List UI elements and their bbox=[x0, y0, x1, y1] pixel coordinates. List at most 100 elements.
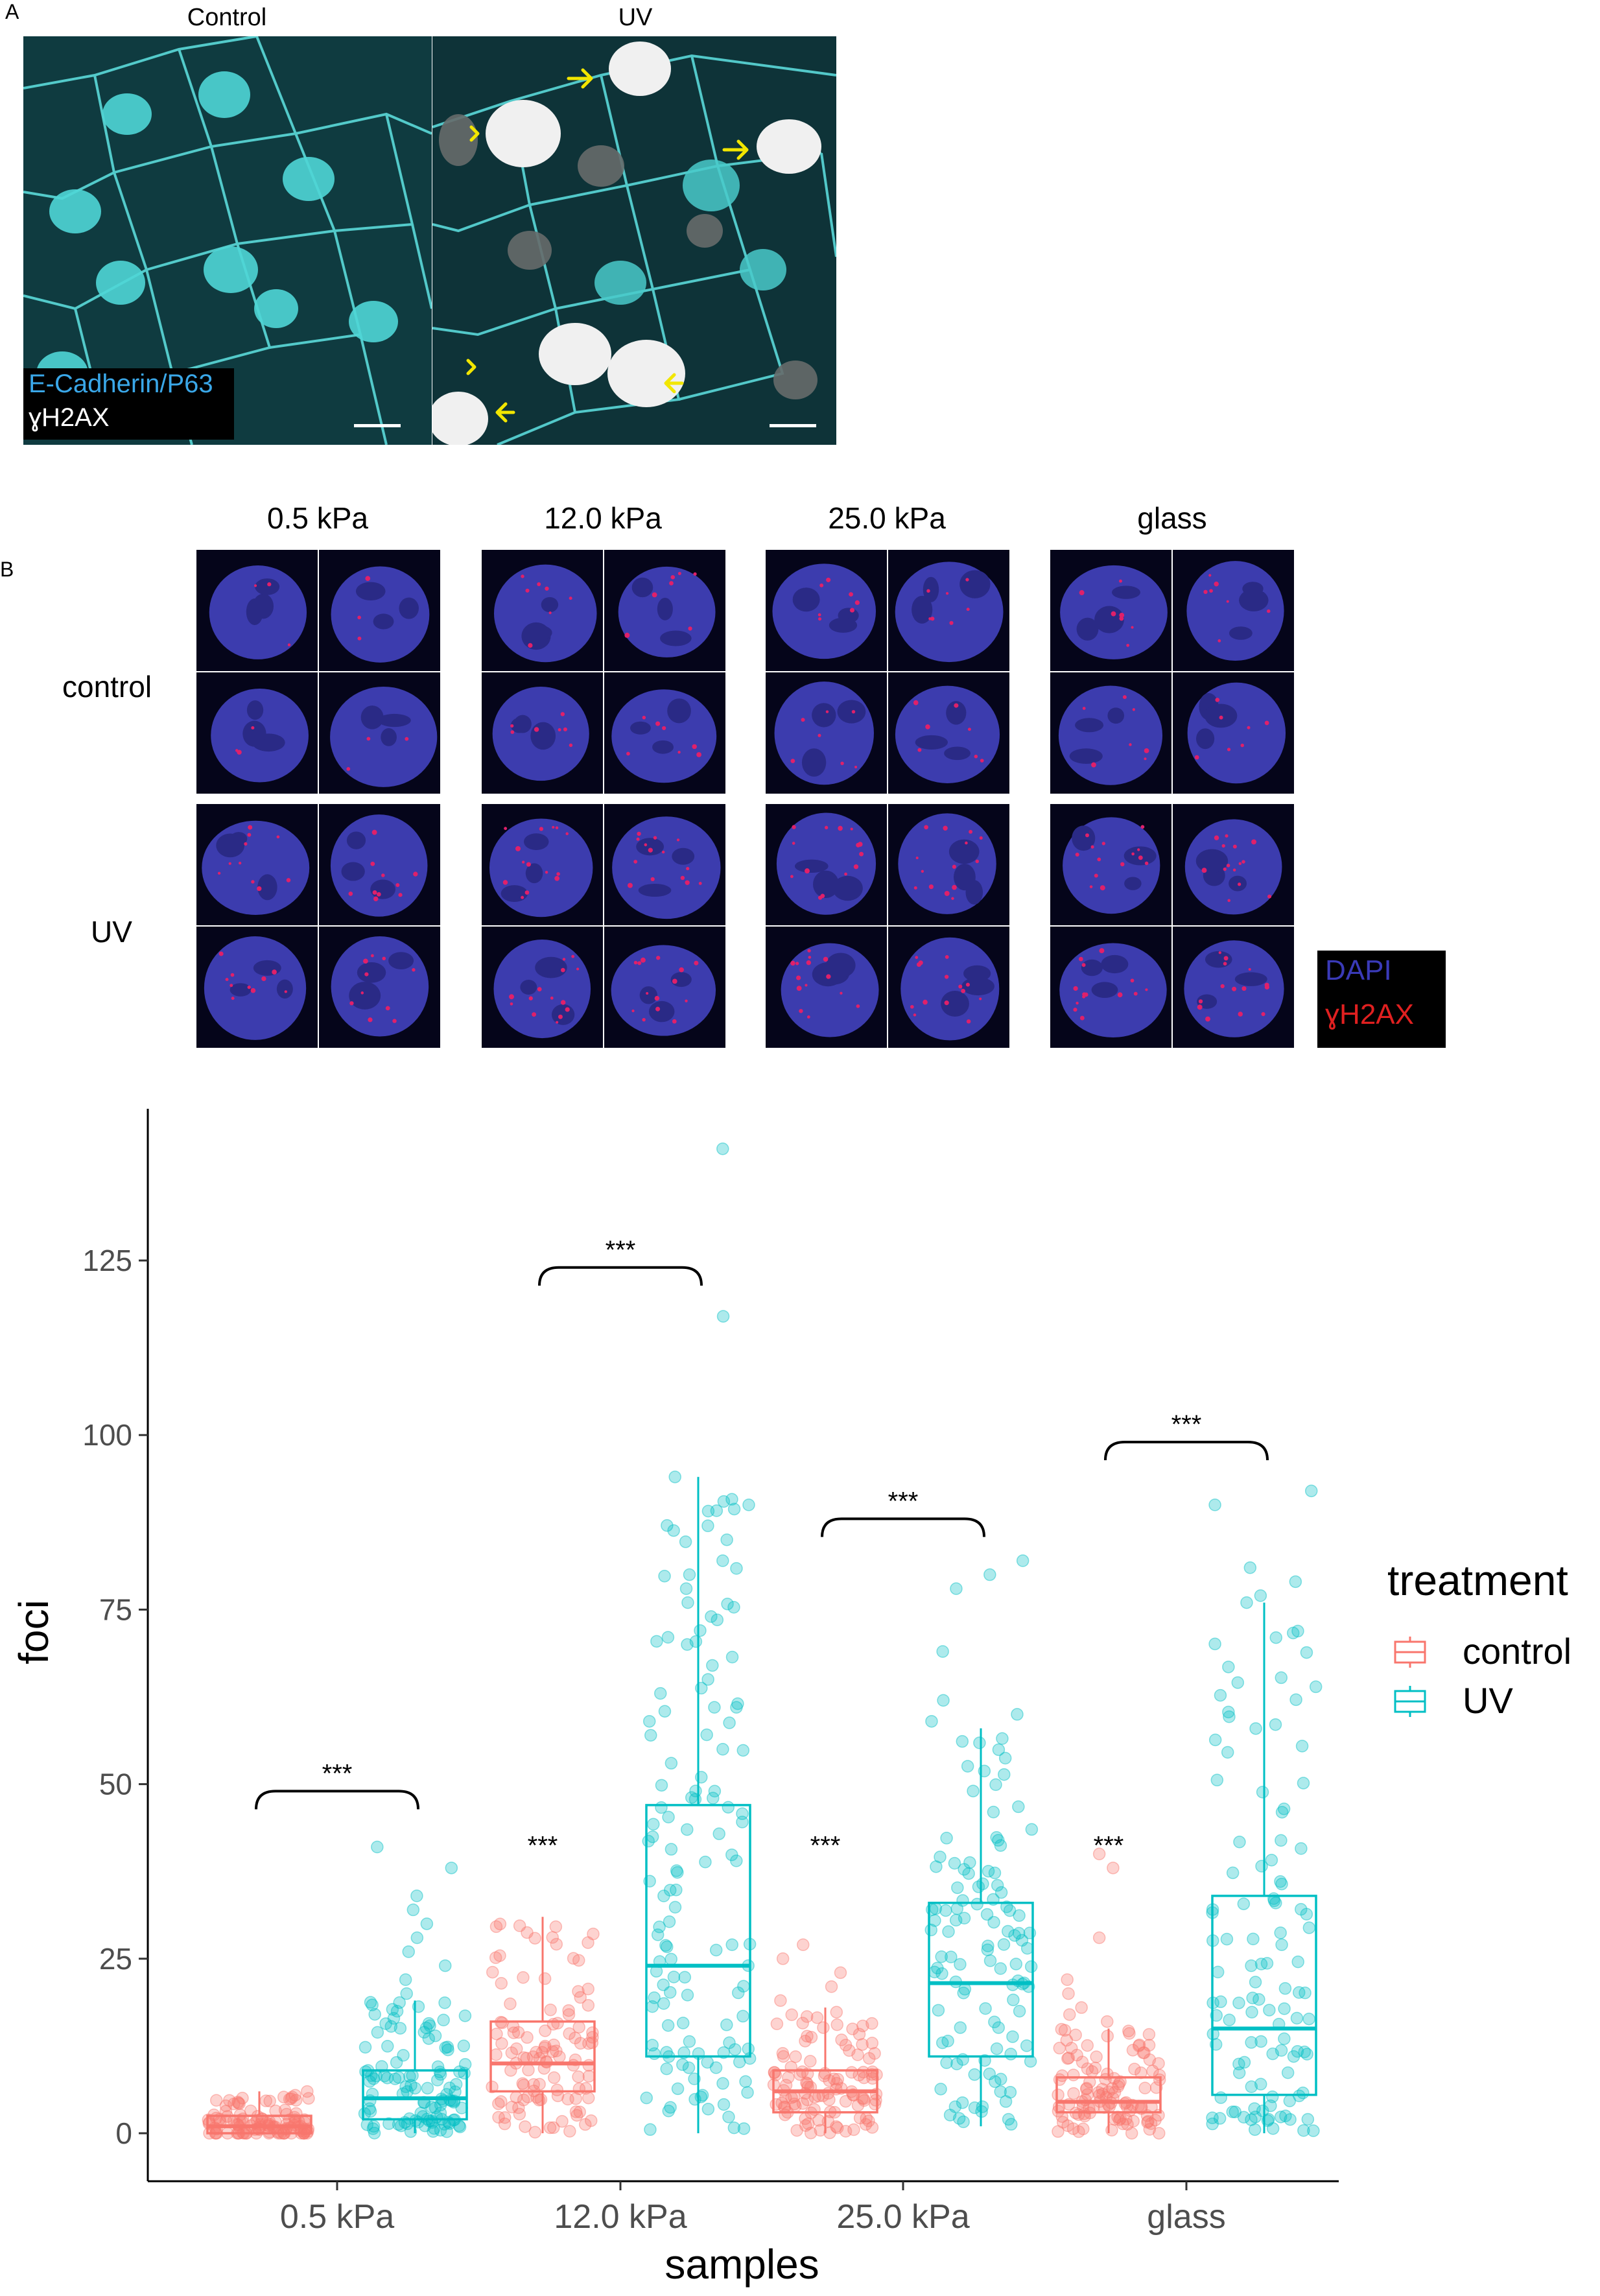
data-point bbox=[283, 2092, 296, 2106]
data-point bbox=[667, 1971, 681, 1983]
data-point bbox=[642, 1834, 655, 1848]
outlier-point bbox=[774, 1994, 787, 2007]
data-point bbox=[538, 1972, 552, 1985]
data-point bbox=[863, 2052, 876, 2065]
data-point bbox=[513, 1919, 526, 1932]
box bbox=[489, 2020, 596, 2093]
data-point bbox=[1289, 1693, 1302, 1707]
plot-annotations: *** *** *** *** *** *** *** bbox=[255, 1236, 1269, 1860]
data-point bbox=[725, 1650, 739, 1664]
data-point bbox=[379, 2017, 392, 2030]
data-point bbox=[973, 1736, 986, 1749]
data-point bbox=[397, 2049, 410, 2062]
data-point bbox=[992, 2021, 1006, 2034]
nucleus-tile bbox=[888, 804, 1009, 925]
data-point bbox=[1265, 1854, 1278, 1867]
data-point bbox=[493, 1949, 506, 1962]
data-point bbox=[1009, 1958, 1023, 1971]
panel-b-legend-gh2ax: ɣH2AX bbox=[1325, 999, 1414, 1030]
data-point bbox=[569, 2105, 583, 2118]
x-axis-title: samples bbox=[665, 2241, 819, 2288]
data-point bbox=[1275, 1806, 1289, 1819]
outlier-point bbox=[1016, 1554, 1029, 1567]
data-point bbox=[865, 2037, 879, 2050]
data-point bbox=[660, 2062, 674, 2076]
nucleus-tile bbox=[1173, 927, 1294, 1048]
outlier-point bbox=[438, 1959, 452, 1972]
data-point bbox=[1007, 1993, 1020, 2007]
significance-label: *** bbox=[1171, 1410, 1202, 1439]
nucleus-tile bbox=[604, 804, 725, 925]
data-point bbox=[950, 2057, 963, 2070]
data-point bbox=[1112, 2113, 1126, 2127]
data-point bbox=[976, 2100, 989, 2113]
outlier-point bbox=[644, 1729, 657, 1742]
data-point bbox=[963, 1856, 976, 1869]
data-point bbox=[722, 1801, 735, 1814]
data-point bbox=[430, 2074, 444, 2087]
data-point bbox=[1287, 2050, 1300, 2063]
data-point bbox=[387, 2012, 401, 2025]
panel-b-col-label: 12.0 kPa bbox=[544, 501, 662, 535]
data-point bbox=[1253, 1993, 1265, 2006]
panel-b-col-label: glass bbox=[1137, 501, 1207, 535]
data-point bbox=[440, 2125, 453, 2138]
data-point bbox=[516, 2077, 529, 2090]
data-point bbox=[717, 2098, 731, 2111]
outlier-point bbox=[668, 1471, 681, 1484]
data-point bbox=[1004, 2086, 1017, 2099]
data-point bbox=[727, 1502, 741, 1516]
data-point bbox=[859, 2118, 873, 2131]
data-point bbox=[1024, 1960, 1038, 1973]
data-point bbox=[721, 1597, 734, 1611]
data-point bbox=[1248, 2102, 1261, 2115]
data-point bbox=[1302, 2012, 1315, 2026]
data-point bbox=[1249, 1722, 1262, 1735]
data-point bbox=[572, 2082, 586, 2096]
data-point bbox=[1079, 2083, 1093, 2096]
outlier-point bbox=[716, 1743, 729, 1756]
data-point bbox=[968, 2068, 981, 2081]
outlier-point bbox=[371, 1840, 384, 1854]
data-point bbox=[584, 2114, 598, 2127]
data-point bbox=[788, 2098, 801, 2111]
data-point bbox=[457, 2039, 471, 2053]
data-point bbox=[1260, 1957, 1274, 1970]
data-point bbox=[263, 2094, 276, 2108]
data-point bbox=[804, 2126, 818, 2140]
data-point bbox=[987, 1805, 1000, 1819]
data-point bbox=[1256, 1786, 1269, 1799]
data-point bbox=[1222, 1661, 1235, 1674]
data-point bbox=[827, 2072, 841, 2085]
data-point bbox=[725, 1848, 738, 1862]
data-point bbox=[495, 2095, 508, 2108]
data-point bbox=[449, 2077, 463, 2091]
data-point bbox=[421, 2081, 434, 2095]
data-point bbox=[868, 2047, 881, 2060]
data-point bbox=[572, 2070, 585, 2083]
data-point bbox=[948, 2100, 962, 2113]
data-point bbox=[427, 2125, 440, 2138]
data-point bbox=[1005, 2118, 1018, 2131]
outlier-point bbox=[936, 1645, 949, 1658]
data-point bbox=[1248, 2123, 1262, 2136]
data-point bbox=[504, 1997, 517, 2011]
panel-b-row-label: control bbox=[62, 670, 152, 704]
data-point bbox=[999, 2095, 1013, 2108]
data-point bbox=[1278, 1982, 1292, 1995]
data-point bbox=[676, 2017, 690, 2030]
nucleus-tile bbox=[482, 804, 603, 925]
data-point bbox=[1300, 1646, 1313, 1659]
data-point bbox=[1266, 2047, 1279, 2061]
data-point bbox=[1077, 2122, 1090, 2136]
data-point bbox=[858, 2094, 871, 2107]
data-point bbox=[1247, 1932, 1260, 1946]
data-point bbox=[736, 1807, 749, 1820]
data-point bbox=[569, 2031, 582, 2044]
data-point bbox=[1052, 2105, 1065, 2118]
data-point bbox=[419, 2021, 433, 2035]
data-point bbox=[1249, 1976, 1262, 1989]
data-point bbox=[779, 2079, 793, 2092]
data-point bbox=[1246, 1991, 1259, 2005]
data-point bbox=[660, 1940, 674, 1954]
